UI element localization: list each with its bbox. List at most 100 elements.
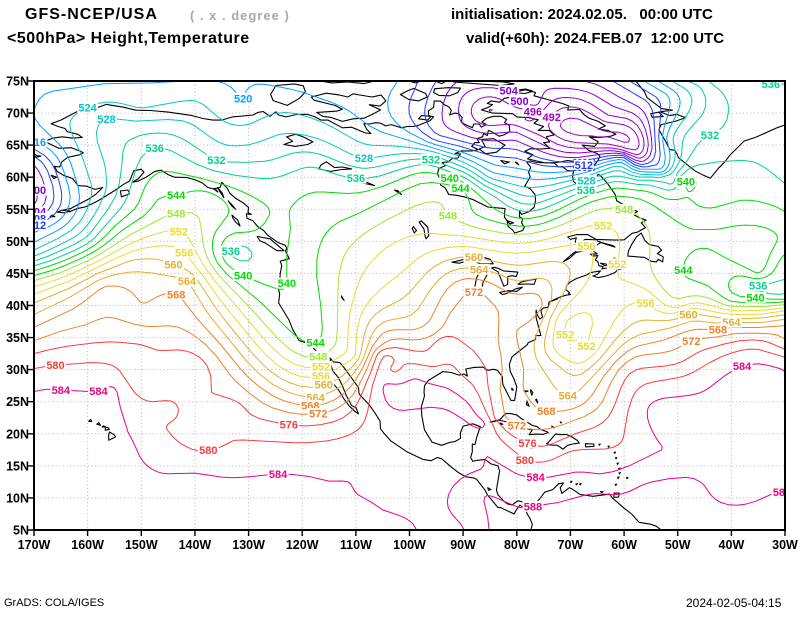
contour-label-box (675, 175, 697, 187)
contour-label-544: 544 (674, 265, 693, 277)
contour-label-532: 532 (422, 154, 440, 166)
lat-tick-label-45N: 45N (6, 267, 29, 281)
contour-label-560: 560 (315, 380, 333, 392)
contour-488 (559, 117, 630, 143)
grid-lines (34, 81, 785, 530)
lat-tick-label-50N: 50N (6, 235, 29, 249)
lon-tick-label-160W: 160W (71, 538, 104, 552)
contour-label-box (310, 370, 332, 382)
contour-label-552: 552 (170, 226, 188, 238)
contour-520 (33, 80, 681, 243)
contour-label-box (557, 389, 579, 401)
contour-label-568: 568 (709, 325, 727, 337)
contour-label-588: 588 (524, 501, 542, 513)
contour-label-box (731, 360, 753, 372)
contour-label-556: 556 (636, 298, 654, 310)
contour-label-540: 540 (441, 173, 459, 185)
contour-label-564: 564 (470, 264, 489, 276)
contour-label-568: 568 (167, 289, 185, 301)
contour-label-box (680, 335, 702, 347)
contour-label-540: 540 (677, 176, 695, 188)
contour-label-box (576, 340, 597, 352)
contour-label-box (635, 297, 656, 309)
contour-label-box (506, 420, 528, 432)
contour-label-540: 540 (234, 270, 252, 282)
contour-label-box (95, 113, 117, 125)
contour-label-box (33, 184, 48, 196)
contour-label-504: 504 (500, 86, 519, 98)
contour-label-584: 584 (89, 386, 108, 398)
contour-label-576: 576 (518, 438, 536, 450)
contour-label-box (771, 486, 786, 498)
lat-tick-label-70N: 70N (6, 107, 29, 121)
contour-label-492: 492 (543, 112, 561, 124)
contour-label-box (33, 136, 48, 148)
lon-tick-label-30W: 30W (772, 538, 798, 552)
contour-572 (33, 291, 786, 431)
contour-label-516: 516 (28, 137, 46, 149)
contour-label-496: 496 (524, 106, 542, 118)
contour-label-box (299, 400, 321, 412)
valid-time: valid(+60h): 2024.FEB.07 12:00 UTC (466, 30, 725, 47)
contour-label-536: 536 (762, 79, 780, 91)
contour-label-560: 560 (465, 252, 483, 264)
lon-tick-label-80W: 80W (504, 538, 530, 552)
contour-label-box (232, 92, 254, 104)
lat-tick-label-10N: 10N (6, 491, 29, 505)
contour-label-box (463, 251, 485, 263)
contour-label-568: 568 (537, 406, 555, 418)
contour-label-580: 580 (199, 445, 217, 457)
contour-label-560: 560 (164, 259, 182, 271)
contour-label-box (707, 324, 729, 335)
contour-label-536: 536 (146, 143, 164, 155)
lat-tick-label-20N: 20N (6, 427, 29, 441)
contour-label-box (33, 212, 48, 224)
contour-label-box (176, 275, 198, 287)
contour-label-box (592, 219, 614, 231)
contour-label-548: 548 (309, 351, 327, 363)
contour-label-box (672, 264, 694, 276)
contour-label-box (450, 182, 471, 194)
contour-548 (33, 201, 786, 358)
contour-label-512: 512 (575, 160, 593, 172)
contour-label-552: 552 (594, 220, 612, 232)
lon-tick-label-170W: 170W (18, 538, 51, 552)
contour-label-box (463, 286, 485, 298)
lat-tick-label-65N: 65N (6, 139, 29, 153)
contour-label-box (307, 408, 329, 419)
contour-label-544: 544 (167, 190, 186, 202)
contour-label-box (305, 391, 327, 403)
contour-label-584: 584 (526, 472, 545, 484)
contour-label-584: 584 (269, 469, 288, 481)
contour-label-box (33, 206, 48, 218)
contour-label-box (173, 247, 195, 258)
contour-label-572: 572 (508, 421, 526, 433)
contour-584 (33, 363, 786, 531)
contour-label-544: 544 (451, 183, 470, 195)
contour-label-500: 500 (510, 96, 528, 108)
contour-label-box (278, 419, 300, 431)
contour-label-box (313, 379, 335, 391)
lat-tick-label-5N: 5N (13, 524, 29, 538)
lon-tick-label-150W: 150W (125, 538, 158, 552)
contour-label-564: 564 (178, 276, 197, 288)
contour-label-536: 536 (347, 173, 365, 185)
contour-label-box (420, 153, 442, 165)
contour-label-box (468, 263, 490, 275)
contour-label-588: 588 (773, 487, 791, 499)
contour-label-572: 572 (309, 409, 327, 421)
lon-tick-label-60W: 60W (611, 538, 637, 552)
height-contours (33, 80, 786, 531)
contour-label-556: 556 (175, 248, 193, 260)
contour-label-box (525, 471, 547, 483)
contour-label-536: 536 (577, 185, 595, 197)
lon-tick-label-50W: 50W (665, 538, 691, 552)
contour-524 (33, 80, 693, 251)
contour-label-box (197, 444, 219, 456)
axis-labels: 75N 70N 65N 60N 55N 50N 45N 40N 35N 30N 25N 20N 15N 1… (6, 75, 798, 553)
grads-credit: GrADS: COLA/IGES (4, 597, 105, 609)
contour-label-box (517, 437, 538, 449)
